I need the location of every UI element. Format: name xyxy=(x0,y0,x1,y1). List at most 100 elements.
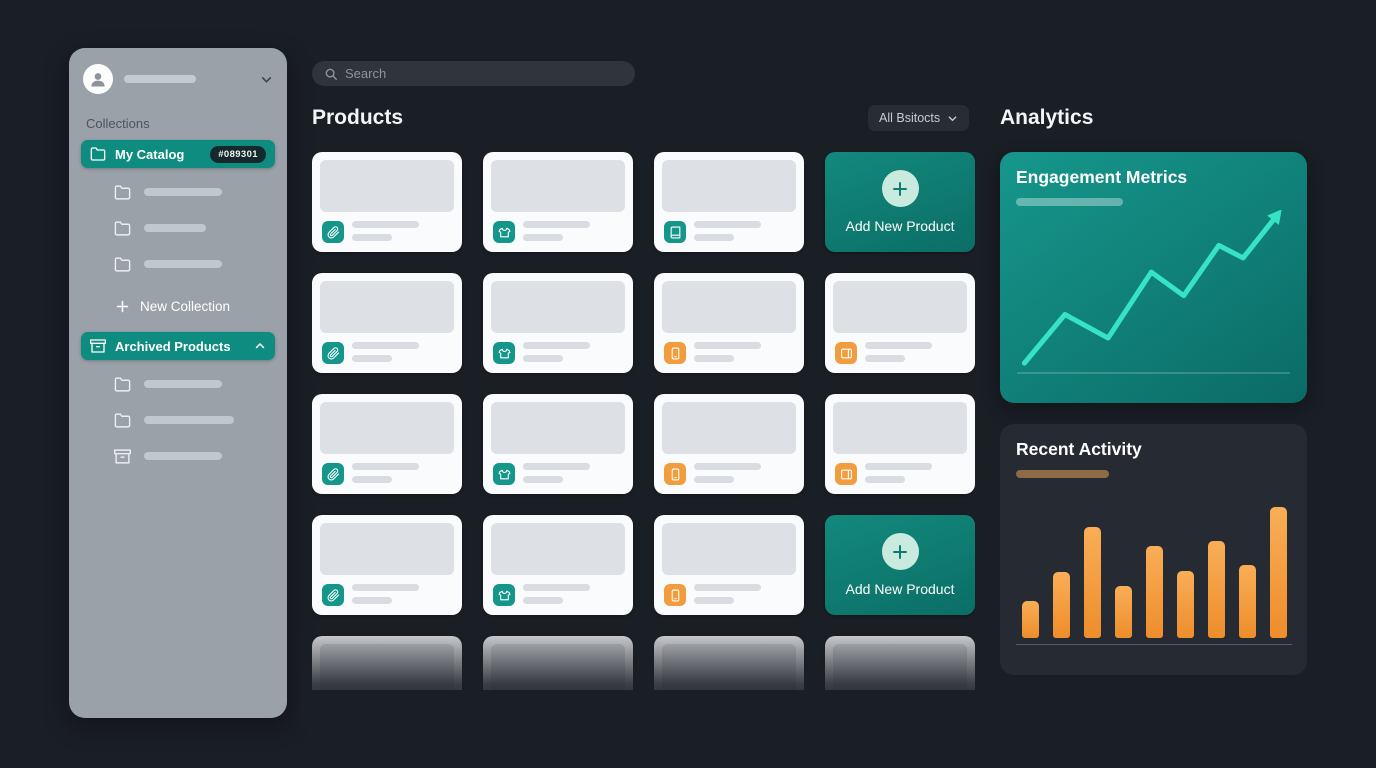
add-new-product-button[interactable]: Add New Product xyxy=(825,152,975,252)
tshirt-icon xyxy=(498,590,510,600)
archived-sub-list xyxy=(81,360,275,478)
archive-icon xyxy=(114,448,131,464)
product-type-badge xyxy=(664,584,686,606)
title-underline-placeholder xyxy=(1016,470,1109,478)
product-text-placeholders xyxy=(352,221,419,247)
product-type-badge xyxy=(493,342,515,364)
product-text-placeholders xyxy=(694,342,761,368)
sidebar-sub-item[interactable] xyxy=(81,210,275,246)
sidebar-sub-item[interactable] xyxy=(81,246,275,282)
paperclip-icon xyxy=(327,467,339,480)
product-card[interactable] xyxy=(825,636,975,690)
product-type-badge xyxy=(664,221,686,243)
item-label-placeholder xyxy=(144,380,222,388)
collections-label: Collections xyxy=(86,116,150,131)
product-text-placeholders xyxy=(694,584,761,610)
product-card[interactable] xyxy=(483,394,633,494)
product-type-badge xyxy=(322,463,344,485)
product-card[interactable] xyxy=(654,273,804,373)
add-new-product-button[interactable]: Add New Product xyxy=(825,515,975,615)
chevron-down-icon xyxy=(260,73,273,86)
catalog-id-badge: #089301 xyxy=(210,145,266,163)
product-card[interactable] xyxy=(654,515,804,615)
activity-bar xyxy=(1270,507,1287,638)
activity-bar xyxy=(1115,586,1132,638)
sidebar-item-my-catalog[interactable]: My Catalog #089301 xyxy=(81,140,275,168)
product-image-placeholder xyxy=(662,160,796,212)
product-text-placeholders xyxy=(865,342,932,368)
new-collection-button[interactable]: New Collection xyxy=(81,286,275,326)
product-card[interactable] xyxy=(312,152,462,252)
tshirt-icon xyxy=(498,469,510,479)
search-input[interactable]: Search xyxy=(312,61,635,86)
tshirt-icon xyxy=(498,227,510,237)
product-type-badge xyxy=(493,584,515,606)
sidebar-sub-item[interactable] xyxy=(81,402,275,438)
person-icon xyxy=(91,73,105,87)
product-card[interactable] xyxy=(654,394,804,494)
product-card[interactable] xyxy=(483,515,633,615)
new-collection-label: New Collection xyxy=(140,298,231,314)
chevron-up-icon xyxy=(254,340,266,352)
sidebar: Collections My Catalog #089301 New Colle… xyxy=(69,48,287,718)
activity-bar xyxy=(1084,527,1101,638)
sidebar-sub-item[interactable] xyxy=(81,366,275,402)
item-label-placeholder xyxy=(144,416,234,424)
product-image-placeholder xyxy=(491,523,625,575)
product-image-placeholder xyxy=(320,281,454,333)
product-card[interactable] xyxy=(312,636,462,690)
tshirt-icon xyxy=(498,348,510,358)
product-image-placeholder xyxy=(833,281,967,333)
product-card[interactable] xyxy=(312,515,462,615)
product-card[interactable] xyxy=(483,636,633,690)
product-type-badge xyxy=(835,463,857,485)
sidebar-sub-item[interactable] xyxy=(81,438,275,474)
product-type-badge xyxy=(322,342,344,364)
sidebar-sub-item[interactable] xyxy=(81,174,275,210)
product-image-placeholder xyxy=(662,402,796,454)
sidebar-item-label: My Catalog xyxy=(115,146,185,162)
product-type-badge xyxy=(493,221,515,243)
folder-icon xyxy=(114,376,131,392)
folder-icon xyxy=(90,147,106,161)
sidebar-item-archived-products[interactable]: Archived Products xyxy=(81,332,275,360)
product-card[interactable] xyxy=(654,152,804,252)
product-text-placeholders xyxy=(352,463,419,489)
product-text-placeholders xyxy=(865,463,932,489)
product-card[interactable] xyxy=(312,394,462,494)
item-label-placeholder xyxy=(144,224,206,232)
product-card[interactable] xyxy=(654,636,804,690)
product-image-placeholder xyxy=(833,402,967,454)
filter-selected-value: All Bsitocts xyxy=(879,111,941,125)
product-type-badge xyxy=(322,221,344,243)
engagement-metrics-card: Engagement Metrics xyxy=(1000,152,1307,403)
activity-bar xyxy=(1239,565,1256,638)
product-image-placeholder xyxy=(320,402,454,454)
product-image-placeholder xyxy=(662,523,796,575)
search-icon xyxy=(325,68,337,80)
product-card[interactable] xyxy=(312,273,462,373)
catalog-sub-list xyxy=(81,168,275,286)
activity-bar xyxy=(1053,572,1070,638)
product-card[interactable] xyxy=(825,394,975,494)
book-icon xyxy=(670,226,680,238)
activity-bar-chart xyxy=(1022,503,1287,638)
plus-circle xyxy=(881,533,919,570)
item-label-placeholder xyxy=(144,260,222,268)
products-title: Products xyxy=(312,106,404,129)
seller-filter-dropdown[interactable]: All Bsitocts xyxy=(868,105,970,131)
folder-icon xyxy=(114,184,131,200)
product-text-placeholders xyxy=(523,463,590,489)
product-card[interactable] xyxy=(825,273,975,373)
profile-menu[interactable] xyxy=(81,62,275,94)
archive-icon xyxy=(90,339,106,353)
product-card[interactable] xyxy=(483,152,633,252)
sidebar-item-label: Archived Products xyxy=(115,338,231,354)
title-underline-placeholder xyxy=(1016,198,1123,206)
product-image-placeholder xyxy=(491,160,625,212)
product-image-placeholder xyxy=(320,523,454,575)
analytics-title: Analytics xyxy=(1000,106,1094,129)
product-card[interactable] xyxy=(483,273,633,373)
product-image-placeholder xyxy=(491,281,625,333)
activity-bar xyxy=(1146,546,1163,638)
